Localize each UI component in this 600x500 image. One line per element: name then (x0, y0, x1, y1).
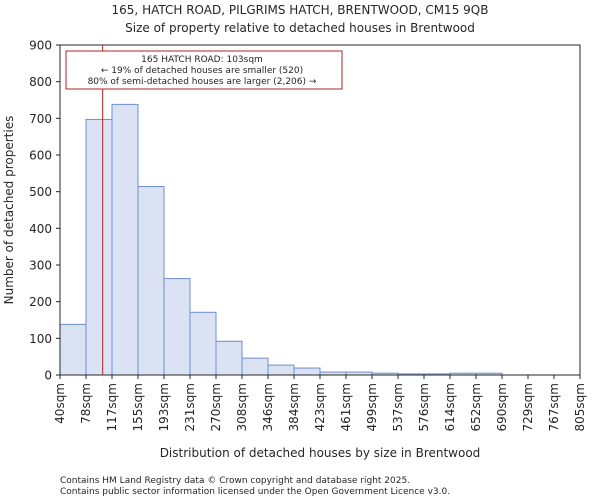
histogram-bar (267, 364, 295, 376)
y-tick-label: 300 (29, 259, 52, 273)
histogram-bar (59, 323, 87, 376)
y-tick-label: 400 (29, 222, 52, 236)
x-tick-label: 193sqm (157, 383, 171, 431)
y-tick-label: 900 (29, 39, 52, 53)
footer-line1: Contains HM Land Registry data © Crown c… (60, 476, 410, 486)
x-tick-label: 346sqm (261, 383, 275, 431)
x-axis-label: Distribution of detached houses by size … (160, 446, 481, 460)
x-tick-label: 117sqm (105, 383, 119, 431)
x-axis-ticks: 40sqm 78sqm 117sqm 155sqm 193sqm 231sqm 270sqm… (53, 375, 587, 431)
x-tick-label: 461sqm (339, 383, 353, 431)
x-tick-label: 614sqm (443, 383, 457, 431)
y-tick-label: 800 (29, 75, 52, 89)
x-tick-label: 767sqm (547, 383, 561, 431)
histogram-bar (163, 278, 191, 376)
chart-title-line2: Size of property relative to detached ho… (125, 21, 475, 35)
annotation-box (65, 50, 343, 90)
annotation-line3: 80% of semi-detached houses are larger (… (88, 77, 317, 87)
footer-line2: Contains public sector information licen… (60, 487, 450, 497)
x-tick-label: 652sqm (469, 383, 483, 431)
y-axis-ticks: 0 100 200 300 400 500 600 700 800 900 (29, 39, 60, 383)
histogram-bar (85, 118, 113, 376)
x-tick-label: 729sqm (521, 383, 535, 431)
x-tick-label: 40sqm (53, 383, 67, 424)
annotation-line1: 165 HATCH ROAD: 103sqm (141, 55, 263, 65)
histogram-bar (137, 186, 165, 376)
y-tick-label: 100 (29, 332, 52, 346)
chart-title-line1: 165, HATCH ROAD, PILGRIMS HATCH, BRENTWO… (112, 3, 489, 17)
annotation-line2: ← 19% of detached houses are smaller (52… (101, 66, 303, 76)
x-tick-label: 805sqm (573, 383, 587, 431)
histogram-bar (293, 367, 321, 376)
x-tick-label: 537sqm (391, 383, 405, 431)
x-tick-label: 308sqm (235, 383, 249, 431)
histogram-bar (111, 103, 139, 376)
x-tick-label: 576sqm (417, 383, 431, 431)
y-tick-label: 0 (44, 369, 52, 383)
histogram-bar (189, 311, 217, 376)
x-tick-label: 384sqm (287, 383, 301, 431)
histogram-bars (59, 103, 503, 376)
plot-frame (59, 44, 581, 376)
histogram-bar (215, 340, 243, 376)
y-tick-label: 600 (29, 149, 52, 163)
y-tick-label: 500 (29, 185, 52, 199)
histogram-bar (241, 357, 269, 376)
x-tick-label: 270sqm (209, 383, 223, 431)
x-tick-label: 690sqm (495, 383, 509, 431)
y-tick-label: 200 (29, 295, 52, 309)
y-axis-label: Number of detached properties (2, 116, 16, 305)
x-tick-label: 231sqm (183, 383, 197, 431)
y-tick-label: 700 (29, 112, 52, 126)
x-tick-label: 78sqm (79, 383, 93, 424)
x-tick-label: 155sqm (131, 383, 145, 431)
x-tick-label: 423sqm (313, 383, 327, 431)
x-tick-label: 499sqm (365, 383, 379, 431)
